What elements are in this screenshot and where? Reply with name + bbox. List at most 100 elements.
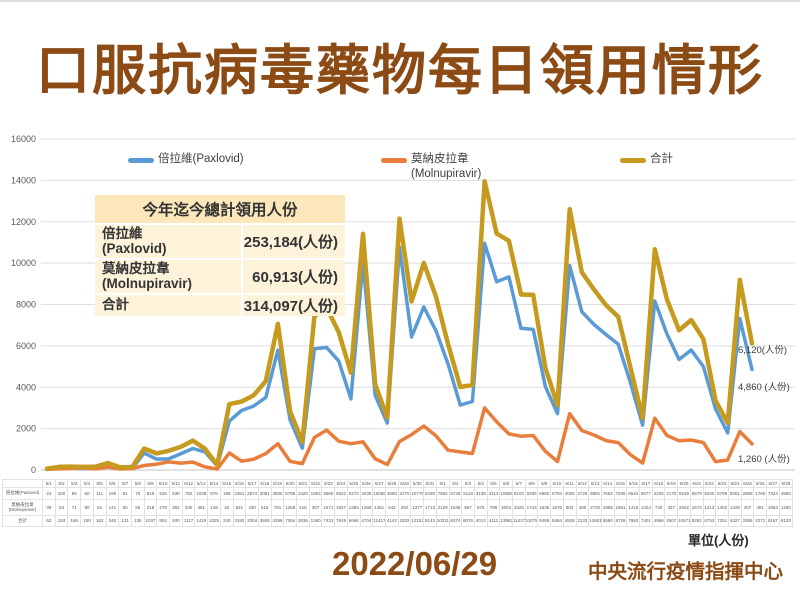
molnupiravir-value-cell: 1713 <box>423 499 437 516</box>
paxlovid-value-cell: 5922 <box>334 487 348 500</box>
date-header-cell: 6/10 <box>550 479 564 488</box>
y-axis-tick-label: 0 <box>31 465 36 475</box>
total-value-cell: 10011 <box>435 515 450 527</box>
paxlovid-value-cell: 7324 <box>766 487 780 500</box>
paxlovid-value-cell: 5340 <box>702 487 717 500</box>
total-value-cell: 8252 <box>689 515 704 527</box>
total-line-swatch-icon <box>620 158 646 163</box>
date-header-cell: 5/8 <box>130 479 145 488</box>
y-axis-tick-label: 2000 <box>16 424 36 434</box>
molnupiravir-value-cell: 2502 <box>677 499 691 516</box>
date-header-cell: 5/20 <box>283 479 298 488</box>
total-value-cell: 804 <box>156 515 171 527</box>
date-header-cell: 6/2 <box>448 479 463 488</box>
molnupiravir-value-cell: 141 <box>105 499 120 516</box>
date-header-cell: 6/19 <box>664 479 679 488</box>
row-header-total: 合計 <box>2 515 43 527</box>
molnupiravir-value-cell: 1646 <box>448 499 463 516</box>
unit-label: 單位(人份) <box>688 533 749 548</box>
paxlovid-value-cell: 1038 <box>194 487 209 500</box>
paxlovid-line-swatch-icon <box>128 158 154 163</box>
date-header-cell: 6/27 <box>766 479 780 488</box>
paxlovid-value-cell: 5001 <box>727 487 742 500</box>
date-header-cell: 6/22 <box>702 479 717 488</box>
molnupiravir-value-cell: 405 <box>575 499 590 516</box>
molnupiravir-value-cell: 71 <box>67 499 82 516</box>
date-header-cell: 5/6 <box>105 479 120 488</box>
total-value-cell: 1360 <box>308 515 323 527</box>
date-header-cell: 5/2 <box>54 479 69 488</box>
paxlovid-value-cell: 95 <box>67 487 82 500</box>
end-label-paxlovid: 4,860 (人份) <box>738 382 790 393</box>
total-value-cell: 1419 <box>194 515 209 527</box>
molnupiravir-value-cell: 1863 <box>766 499 780 516</box>
y-axis-tick-label: 14000 <box>11 175 36 185</box>
molnupiravir-value-cell: 542 <box>384 499 399 516</box>
date-header-cell: 6/26 <box>753 479 768 488</box>
total-value-cell: 9560 <box>600 515 615 527</box>
molnupiravir-value-cell: 51 <box>92 499 107 516</box>
molnupiravir-value-cell: 3004 <box>499 499 514 516</box>
summary-molnupiravir-en: (Molnupiravir) <box>102 275 192 291</box>
paxlovid-value-cell: 23 <box>42 487 56 500</box>
summary-row-paxlovid-label: 倍拉維 (Paxlovid) <box>95 225 241 258</box>
source-label: 中央流行疫情指揮中心 <box>588 561 784 583</box>
legend-label-molnupiravir: 莫納皮拉韋 (Molnupiravir) <box>411 152 481 182</box>
line-chart: 0 2000 4000 6000 8000 10000 12000 14000 16000 <box>11 134 795 475</box>
paxlovid-value-cell: 4860 <box>778 487 794 500</box>
date-header-cell: 6/24 <box>727 479 742 488</box>
molnupiravir-value-cell: 416 <box>296 499 310 516</box>
molnupiravir-value-cell: 66 <box>130 499 145 516</box>
total-value-cell: 2507 <box>664 515 679 527</box>
total-value-cell: 11427 <box>512 515 526 527</box>
total-value-cell: 3366 <box>740 515 755 527</box>
summary-row-molnupiravir-label: 莫納皮拉韋 (Molnupiravir) <box>95 260 241 293</box>
total-value-cell: 136 <box>130 515 145 527</box>
paxlovid-value-cell: 6850 <box>537 487 552 500</box>
paxlovid-value-cell: 6579 <box>689 487 704 500</box>
paxlovid-value-cell: 111 <box>92 487 107 500</box>
date-header-cell: 5/27 <box>372 479 386 488</box>
total-value-cell: 1117 <box>181 515 196 527</box>
total-value-cell: 6753 <box>702 515 717 527</box>
molnupiravir-value-cell: 957 <box>461 499 475 516</box>
date-header-cell: 6/4 <box>473 479 488 488</box>
molnupiravir-value-cell: 481 <box>753 499 768 516</box>
date-header-cell: 5/7 <box>118 479 132 488</box>
total-value-cell: 12153 <box>410 515 425 527</box>
summary-paxlovid-en: (Paxlovid) <box>102 240 167 256</box>
paxlovid-value-cell: 5795 <box>283 487 298 500</box>
date-header-cell: 6/5 <box>486 479 501 488</box>
legend-item-paxlovid: 倍拉維(Paxlovid) <box>128 152 244 167</box>
paxlovid-value-cell: 10776 <box>410 487 425 500</box>
date-header-cell: 5/3 <box>67 479 82 488</box>
date-header-cell: 5/26 <box>359 479 374 488</box>
total-value-cell: 3182 <box>232 515 247 527</box>
end-label-total: 6,120(人份) <box>738 345 788 356</box>
molnupiravir-value-cell: 875 <box>473 499 488 516</box>
table-row: 合計 62 153 166 150 162 340 131 136 1037 804 930 1117 1… <box>2 515 794 527</box>
paxlovid-value-cell: 6430 <box>423 487 437 500</box>
total-value-cell: 3133 <box>575 515 590 527</box>
y-axis-tick-label: 8000 <box>16 300 36 310</box>
molnupiravir-value-cell: 1326 <box>727 499 742 516</box>
total-value-cell: 162 <box>92 515 107 527</box>
paxlovid-value-cell: 5799 <box>715 487 729 500</box>
legend-item-molnupiravir: 莫納皮拉韋 (Molnupiravir) <box>381 152 481 182</box>
paxlovid-value-cell: 2270 <box>397 487 412 500</box>
y-axis-tick-label: 16000 <box>11 134 36 144</box>
molnupiravir-value-cell: 1260 <box>778 499 794 516</box>
paxlovid-value-cell: 3505 <box>270 487 285 500</box>
table-corner-cell <box>2 479 43 488</box>
date-header-cell: 6/20 <box>677 479 691 488</box>
date-header-cell: 5/4 <box>80 479 94 488</box>
daily-data-table: 5/1 5/2 5/3 5/4 5/5 5/6 5/7 5/8 5/9 5/10 5/11 5/12 5… <box>2 479 794 527</box>
date-header-cell: 6/23 <box>715 479 729 488</box>
total-value-cell: 1025 <box>207 515 221 527</box>
date-header-cell: 5/9 <box>143 479 158 488</box>
paxlovid-value-cell: 2728 <box>575 487 590 500</box>
y-axis-tick-label: 10000 <box>11 258 36 268</box>
molnupiravir-value-cell: 1571 <box>321 499 336 516</box>
total-value-cell: 4111 <box>486 515 501 527</box>
date-header-cell: 5/24 <box>334 479 348 488</box>
